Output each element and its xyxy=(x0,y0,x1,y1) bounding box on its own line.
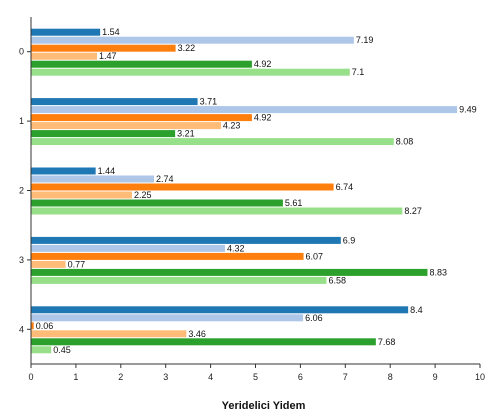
bar-2-2 xyxy=(31,183,334,191)
data-label-4-1: 6.06 xyxy=(305,313,323,323)
data-label-1-4: 3.21 xyxy=(177,129,195,139)
x-tick-label-8: 8 xyxy=(388,372,393,382)
bar-2-0 xyxy=(31,167,96,175)
bar-4-1 xyxy=(31,314,304,322)
data-label-2-4: 5.61 xyxy=(285,198,303,208)
data-label-2-3: 2.25 xyxy=(134,190,152,200)
data-label-1-5: 8.08 xyxy=(396,137,414,147)
data-label-4-0: 8.4 xyxy=(410,305,423,315)
data-label-0-2: 3.22 xyxy=(178,43,196,53)
data-label-0-4: 4.92 xyxy=(254,59,272,69)
data-label-0-5: 7.1 xyxy=(352,67,365,77)
y-tick-label-4: 4 xyxy=(19,324,24,334)
data-label-3-3: 0.77 xyxy=(68,259,86,269)
bar-4-0 xyxy=(31,306,409,314)
y-ticks-group: 0 1 2 3 4 xyxy=(19,47,31,334)
data-label-0-3: 1.47 xyxy=(99,51,117,61)
y-tick-label-2: 2 xyxy=(19,186,24,196)
x-tick-label-4: 4 xyxy=(208,372,213,382)
data-label-2-5: 8.27 xyxy=(404,206,422,216)
bar-4-2 xyxy=(31,322,34,330)
data-label-3-1: 4.32 xyxy=(227,243,245,253)
x-ticks-group: 0 1 2 3 4 5 6 7 8 9 10 xyxy=(28,364,485,382)
bar-1-2 xyxy=(31,114,252,122)
bar-3-5 xyxy=(31,276,327,284)
x-axis-title: Yeridelici Yidem xyxy=(222,400,306,412)
data-labels-group: 1.54 7.19 3.22 1.47 4.92 7.1 3.71 9.49 4.92 4.23 3… xyxy=(36,27,477,355)
bar-1-5 xyxy=(31,138,394,146)
bar-0-2 xyxy=(31,44,176,52)
bar-4-3 xyxy=(31,330,187,338)
data-label-4-5: 0.45 xyxy=(53,345,71,355)
x-tick-label-2: 2 xyxy=(118,372,123,382)
bar-2-4 xyxy=(31,199,283,207)
x-tick-label-3: 3 xyxy=(163,372,168,382)
data-label-3-0: 6.9 xyxy=(343,235,356,245)
x-tick-label-9: 9 xyxy=(433,372,438,382)
data-label-4-4: 7.68 xyxy=(378,337,396,347)
bar-0-1 xyxy=(31,36,354,44)
bar-0-3 xyxy=(31,52,98,60)
x-tick-label-10: 10 xyxy=(475,372,485,382)
x-tick-label-1: 1 xyxy=(73,372,78,382)
x-tick-label-0: 0 xyxy=(28,372,33,382)
data-label-4-2: 0.06 xyxy=(36,321,54,331)
data-label-2-0: 1.44 xyxy=(98,166,116,176)
bar-3-1 xyxy=(31,244,225,252)
data-label-4-3: 3.46 xyxy=(188,329,206,339)
bar-3-2 xyxy=(31,252,304,260)
bar-2-3 xyxy=(31,191,133,199)
x-tick-label-6: 6 xyxy=(298,372,303,382)
y-tick-label-1: 1 xyxy=(19,116,24,126)
bar-1-3 xyxy=(31,122,221,130)
bar-3-4 xyxy=(31,268,428,276)
data-label-0-1: 7.19 xyxy=(356,35,374,45)
bar-2-1 xyxy=(31,175,155,183)
bars-group xyxy=(31,28,458,354)
data-label-3-5: 6.58 xyxy=(328,275,346,285)
bar-0-5 xyxy=(31,68,350,76)
bar-0-4 xyxy=(31,60,252,68)
data-label-3-4: 8.83 xyxy=(429,267,447,277)
data-label-1-0: 3.71 xyxy=(200,97,218,107)
bar-1-1 xyxy=(31,106,458,114)
bar-1-4 xyxy=(31,130,176,138)
bar-0-0 xyxy=(31,28,101,36)
bar-4-4 xyxy=(31,338,376,346)
x-tick-label-5: 5 xyxy=(253,372,258,382)
data-label-1-3: 4.23 xyxy=(223,121,241,131)
bar-3-3 xyxy=(31,260,66,268)
bar-1-0 xyxy=(31,98,198,106)
data-label-2-2: 6.74 xyxy=(336,182,354,192)
data-label-3-2: 6.07 xyxy=(306,251,324,261)
y-tick-label-3: 3 xyxy=(19,255,24,265)
data-label-0-0: 1.54 xyxy=(102,27,120,37)
bar-3-0 xyxy=(31,236,341,244)
data-label-2-1: 2.74 xyxy=(156,174,174,184)
data-label-1-1: 9.49 xyxy=(459,105,477,115)
bar-4-5 xyxy=(31,346,52,354)
bar-2-5 xyxy=(31,207,403,215)
data-label-1-2: 4.92 xyxy=(254,113,272,123)
x-tick-label-7: 7 xyxy=(343,372,348,382)
y-tick-label-0: 0 xyxy=(19,47,24,57)
